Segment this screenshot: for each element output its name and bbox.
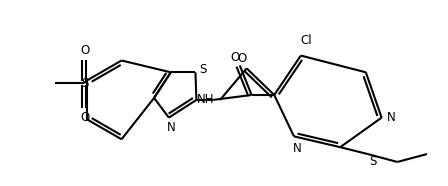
Text: NH: NH	[197, 93, 214, 106]
Text: O: O	[81, 111, 90, 124]
Text: N: N	[293, 142, 301, 155]
Text: O: O	[237, 52, 246, 65]
Text: S: S	[369, 155, 376, 169]
Text: S: S	[200, 63, 207, 76]
Text: Cl: Cl	[300, 34, 311, 47]
Text: N: N	[387, 111, 396, 124]
Text: O: O	[81, 44, 90, 57]
Text: S: S	[82, 77, 89, 90]
Text: N: N	[166, 121, 175, 134]
Text: O: O	[230, 51, 240, 64]
